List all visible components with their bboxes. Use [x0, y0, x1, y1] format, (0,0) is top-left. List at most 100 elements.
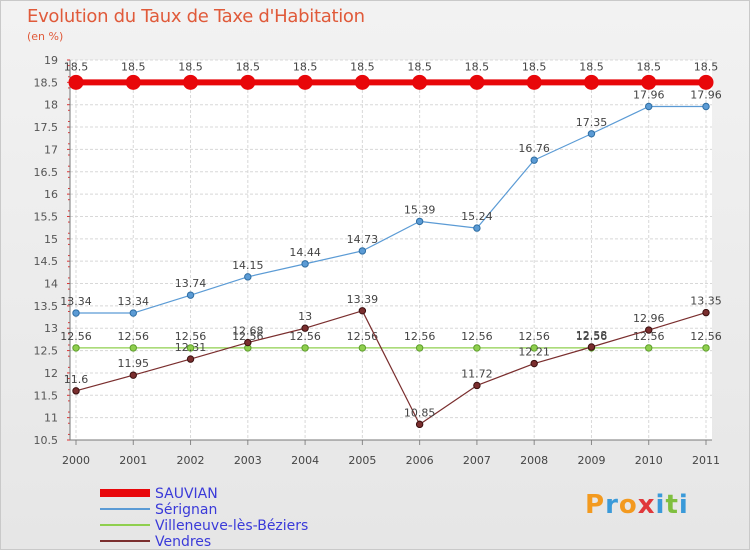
y-tick-label: 11 [44, 412, 58, 425]
data-label: 12.56 [289, 330, 321, 343]
data-point [530, 344, 538, 352]
data-point [473, 344, 481, 352]
data-point [358, 344, 367, 352]
logo-letter: P [585, 490, 606, 520]
y-tick-label: 16.5 [34, 166, 59, 179]
data-point [583, 74, 599, 90]
x-tick-label: 2004 [291, 454, 319, 467]
data-label: 13.35 [690, 295, 722, 308]
data-label: 13.34 [118, 295, 150, 308]
data-point [469, 74, 485, 90]
data-label: 12.21 [518, 346, 550, 359]
data-point [415, 344, 424, 352]
data-point [129, 344, 137, 352]
data-point [72, 387, 80, 395]
data-label: 14.73 [347, 233, 379, 246]
y-tick-label: 12 [44, 367, 58, 380]
x-tick-label: 2007 [463, 454, 491, 467]
y-tick-label: 19 [44, 54, 58, 67]
data-point [702, 344, 710, 352]
data-label: 12.56 [175, 330, 207, 343]
data-point [698, 74, 714, 90]
data-point [702, 102, 710, 111]
data-point [129, 309, 137, 317]
data-label: 12.56 [461, 330, 493, 343]
data-label: 17.35 [576, 116, 608, 129]
data-point [297, 74, 313, 90]
chart-unit: (en %) [27, 30, 64, 43]
data-point [186, 344, 195, 352]
data-point [530, 156, 538, 164]
data-label: 18.5 [636, 60, 661, 73]
x-tick-label: 2009 [577, 454, 605, 467]
x-tick-label: 2005 [348, 454, 376, 467]
data-point [244, 338, 252, 347]
data-point [530, 359, 538, 368]
data-point [412, 74, 428, 90]
series-line-s-rignan [76, 105, 706, 314]
data-label: 18.5 [178, 60, 203, 73]
data-point [645, 344, 653, 352]
y-tick-label: 10.5 [34, 434, 59, 447]
data-label: 14.15 [232, 259, 264, 272]
data-point [641, 74, 657, 90]
data-label: 14.44 [289, 246, 321, 259]
logo-letter: r [605, 490, 619, 520]
data-point [645, 102, 653, 111]
data-label: 11.95 [118, 357, 150, 370]
data-label: 18.5 [64, 60, 89, 73]
data-point [125, 74, 141, 90]
data-label: 18.5 [293, 60, 318, 73]
proxiti-logo: Proxiti [585, 490, 689, 520]
y-tick-label: 13.5 [34, 300, 59, 313]
y-tick-label: 15 [44, 233, 58, 246]
data-label: 11.72 [461, 367, 493, 380]
data-label: 12.56 [633, 330, 665, 343]
y-tick-label: 18.5 [34, 76, 59, 89]
plot-area [70, 60, 712, 440]
y-tick-label: 17.5 [34, 121, 59, 134]
data-label: 15.39 [404, 203, 436, 216]
data-point [186, 355, 195, 363]
data-label: 13.39 [347, 293, 379, 306]
data-point [645, 326, 653, 334]
y-tick-label: 17 [44, 143, 58, 156]
data-label: 12.31 [175, 341, 207, 354]
data-label: 16.76 [518, 142, 550, 155]
data-label: 15.24 [461, 210, 493, 223]
y-tick-label: 18 [44, 99, 58, 112]
logo-letter: i [655, 490, 666, 520]
logo-letter: o [618, 490, 638, 520]
data-label: 18.5 [236, 60, 261, 73]
data-point [72, 309, 80, 317]
x-tick-label: 2006 [406, 454, 434, 467]
data-point [301, 260, 309, 268]
data-point [415, 217, 424, 226]
data-point [183, 74, 199, 90]
y-tick-label: 12.5 [34, 345, 59, 358]
data-label: 12.96 [633, 312, 665, 325]
logo-letter: x [637, 490, 656, 520]
data-label: 18.5 [121, 60, 146, 73]
legend-label: Vendres [155, 534, 211, 550]
legend-label: SAUVIAN [155, 486, 218, 502]
data-point [473, 381, 481, 390]
data-label: 10.85 [404, 406, 436, 419]
logo-letter: t [665, 490, 679, 520]
data-point [186, 291, 195, 299]
data-label: 12.56 [347, 330, 379, 343]
y-tick-label: 14 [44, 278, 58, 291]
data-label: 12.58 [576, 329, 608, 342]
data-point [72, 344, 80, 352]
data-label: 18.5 [350, 60, 375, 73]
x-tick-label: 2001 [119, 454, 147, 467]
y-tick-label: 16 [44, 188, 58, 201]
legend-label: Villeneuve-lès-Béziers [155, 518, 308, 534]
data-label: 12.56 [60, 330, 92, 343]
data-label: 18.5 [579, 60, 604, 73]
data-label: 12.68 [232, 325, 264, 338]
series-line-vendres [75, 310, 707, 425]
data-point [587, 130, 596, 138]
data-point [415, 420, 424, 429]
data-point [587, 343, 596, 351]
